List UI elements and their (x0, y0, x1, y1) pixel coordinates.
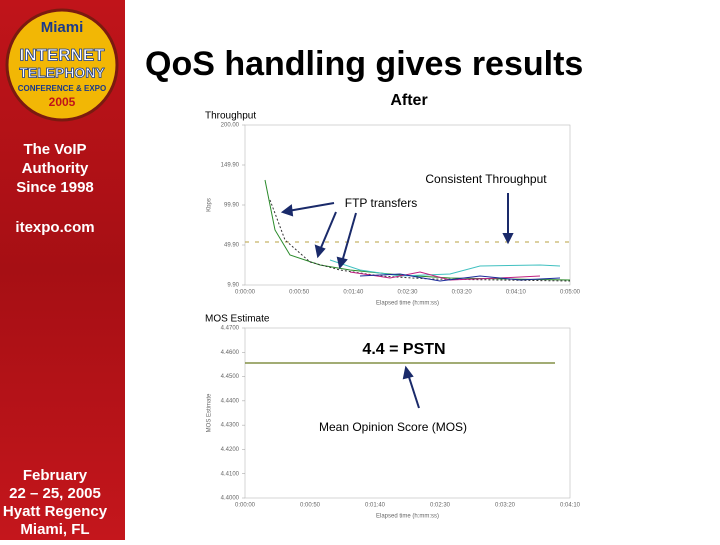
x-tick-label: 0:03:20 (495, 503, 516, 509)
logo-brand: TELEPHONY (19, 65, 105, 81)
x-tick-label: 0:04:10 (560, 503, 581, 509)
dates: 22 – 25, 2005 (9, 485, 101, 502)
tagline: Since 1998 (16, 179, 94, 196)
y-tick-label: 149.90 (221, 163, 240, 169)
x-tick-label: 0:02:30 (430, 503, 451, 509)
trace (359, 273, 561, 282)
x-tick-label: 0:00:00 (235, 503, 256, 509)
y-tick-label: 9.90 (227, 283, 239, 289)
logo-brand: INTERNET (20, 45, 106, 64)
callout: Consistent Throughput (425, 172, 547, 186)
y-tick-label: 4.4700 (221, 326, 240, 332)
y-tick-label: 4.4500 (221, 374, 240, 380)
charts: Throughput200.00149.9099.9049.909.900:00… (205, 111, 581, 520)
y-tick-label: 200.00 (221, 123, 240, 129)
arrowhead (336, 256, 348, 270)
x-axis-title: Elapsed time (h:mm:ss) (376, 301, 439, 307)
slide-title: QoS handling gives results (145, 45, 583, 83)
callout: 4.4 = PSTN (362, 341, 445, 358)
venue: Hyatt Regency (3, 503, 108, 520)
arrowhead (402, 365, 414, 380)
y-axis-title: Kbps (207, 198, 213, 212)
y-tick-label: 99.90 (224, 203, 240, 209)
chart-title: Throughput (205, 111, 256, 122)
arrow (341, 212, 357, 263)
dates: February (23, 467, 88, 484)
callout-box (335, 195, 427, 213)
throughput-traces (245, 179, 571, 282)
y-axis-title: MOS Estimate (207, 393, 213, 432)
x-axis-title: Elapsed time (h:mm:ss) (376, 514, 439, 520)
x-tick-label: 0:05:00 (560, 290, 581, 296)
x-tick-label: 0:03:20 (452, 290, 473, 296)
y-tick-label: 4.4200 (221, 447, 240, 453)
chart-title: MOS Estimate (205, 314, 270, 325)
logo-badge (5, 8, 119, 122)
y-tick-label: 4.4100 (221, 471, 240, 477)
x-tick-label: 0:01:40 (365, 503, 386, 509)
arrow (407, 373, 420, 409)
y-tick-label: 49.90 (224, 243, 240, 249)
callout-box (302, 419, 485, 436)
arrowhead (502, 233, 514, 245)
callout: FTP transfers (345, 196, 417, 210)
plot-area (244, 327, 571, 499)
x-tick-label: 0:04:10 (506, 290, 527, 296)
arrows (280, 193, 514, 409)
x-tick-label: 0:00:00 (235, 290, 256, 296)
arrowhead (280, 204, 294, 217)
website: itexpo.com (15, 219, 94, 236)
arrow (319, 211, 337, 251)
trace (349, 271, 541, 281)
subtitle: After (390, 92, 427, 109)
trace (329, 259, 561, 277)
x-tick-label: 0:02:30 (397, 290, 418, 296)
y-tick-label: 4.4400 (221, 398, 240, 404)
logo-city: Miami (41, 19, 84, 36)
arrow (287, 202, 335, 212)
callout-box (408, 171, 565, 189)
x-tick-label: 0:01:40 (343, 290, 364, 296)
logo-year: 2005 (49, 95, 76, 109)
x-tick-label: 0:00:50 (289, 290, 310, 296)
y-tick-label: 4.4000 (221, 496, 240, 502)
y-tick-label: 4.4300 (221, 423, 240, 429)
tagline: The VoIP (23, 141, 86, 158)
callout: Mean Opinion Score (MOS) (319, 420, 467, 434)
venue: Miami, FL (20, 521, 89, 538)
arrowhead (314, 244, 326, 259)
y-tick-label: 4.4600 (221, 350, 240, 356)
logo-event: CONFERENCE & EXPO (18, 84, 106, 93)
x-tick-label: 0:00:50 (300, 503, 321, 509)
tagline: Authority (22, 160, 89, 177)
